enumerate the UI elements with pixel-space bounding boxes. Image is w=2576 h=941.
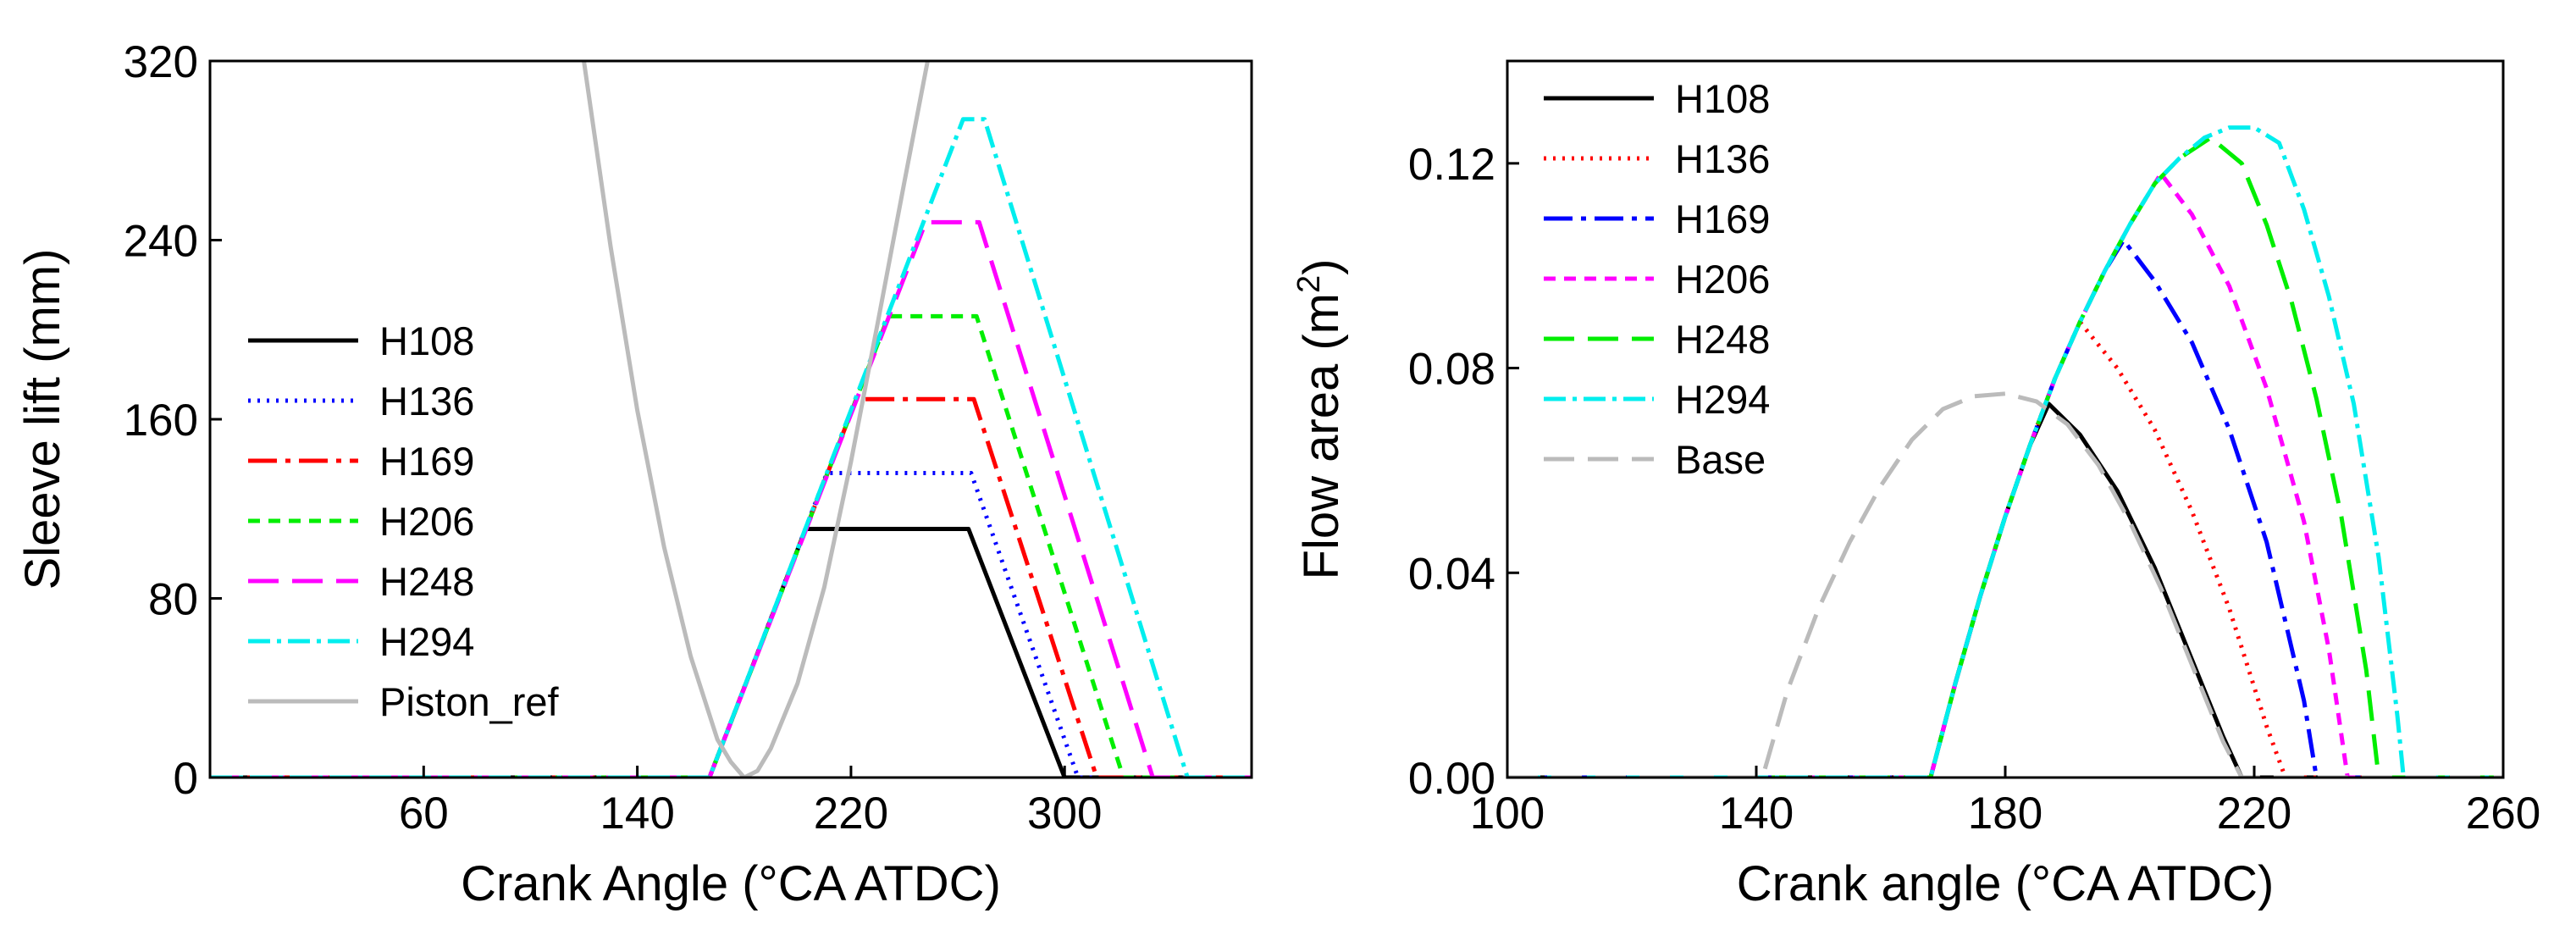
x-tick-label: 220: [814, 789, 888, 839]
y-tick-label: 0.00: [1408, 754, 1495, 804]
legend-label-h206: H206: [1675, 257, 1770, 302]
legend: H108 H136 H169 H206 H248 H294 Base: [1544, 76, 1770, 482]
y-axis-title: Flow area (m2): [1291, 259, 1349, 580]
y-tick-label: 320: [124, 37, 198, 87]
y-tick-label: 80: [148, 575, 198, 625]
y-tick-label: 0.04: [1408, 549, 1495, 599]
x-tick-label: 220: [2217, 789, 2291, 839]
series-h169-line: [1507, 238, 2503, 778]
x-axis-title: Crank Angle (°CA ATDC): [461, 856, 1001, 911]
x-tick-label: 140: [600, 789, 674, 839]
plot-area: [1507, 125, 2503, 778]
series-h108-line: [1507, 401, 2503, 778]
y-tick-label: 0.08: [1408, 345, 1495, 395]
series-h248-line: [1507, 136, 2503, 778]
series-piston-ref-line: [582, 61, 930, 778]
series-h294-line: [1507, 125, 2503, 778]
legend-label-h169: H169: [1675, 197, 1770, 241]
y-tick-label: 240: [124, 217, 198, 267]
legend-label-h248: H248: [1675, 317, 1770, 362]
y-axis-title: Sleeve lift (mm): [15, 249, 70, 590]
series-h136-line: [1507, 319, 2503, 778]
legend-label-h206: H206: [379, 499, 474, 544]
x-tick-label: 260: [2466, 789, 2540, 839]
plot-area: [210, 61, 1252, 778]
series-h206-line: [1507, 171, 2503, 778]
x-axis-title: Crank angle (°CA ATDC): [1737, 856, 2275, 911]
legend-label-h136: H136: [1675, 136, 1770, 181]
legend: H108 H136 H169 H206 H248 H294 Piston_ref: [248, 318, 560, 724]
legend-label-piston-ref: Piston_ref: [379, 679, 560, 724]
x-tick-label: 180: [1968, 789, 2043, 839]
series-h294-line: [210, 117, 1252, 778]
series-h136-line: [210, 471, 1252, 778]
legend-label-h108: H108: [1675, 76, 1770, 121]
series-h206-line: [210, 313, 1252, 778]
sleeve-lift-chart: 60 140 220 300 0 80 160 240 320 Crank Angle (°CA …: [15, 37, 1253, 911]
y-tick-label: 160: [124, 396, 198, 446]
x-tick-label: 300: [1027, 789, 1102, 839]
legend-label-h294: H294: [379, 619, 474, 664]
legend-label-h294: H294: [1675, 377, 1770, 422]
axis-frame: [1506, 59, 2505, 779]
x-tick-label: 140: [1719, 789, 1794, 839]
y-tick-label: 0.12: [1408, 140, 1495, 190]
legend-label-h169: H169: [379, 439, 474, 484]
axis-frame: [208, 59, 1253, 779]
series-h108-line: [210, 527, 1252, 778]
series-base-line: [1507, 391, 2503, 778]
series-h248-line: [210, 219, 1252, 778]
legend-label-h248: H248: [379, 559, 474, 604]
y-tick-label: 0: [174, 754, 198, 804]
legend-label-h136: H136: [379, 379, 474, 423]
x-tick-label: 100: [1470, 789, 1545, 839]
flow-area-chart: 100 140 180 220 260 0.00 0.04 0.08 0.12 Crank ang…: [1291, 59, 2540, 911]
x-tick-label: 60: [399, 789, 449, 839]
legend-label-h108: H108: [379, 318, 474, 363]
legend-label-base: Base: [1675, 437, 1766, 482]
